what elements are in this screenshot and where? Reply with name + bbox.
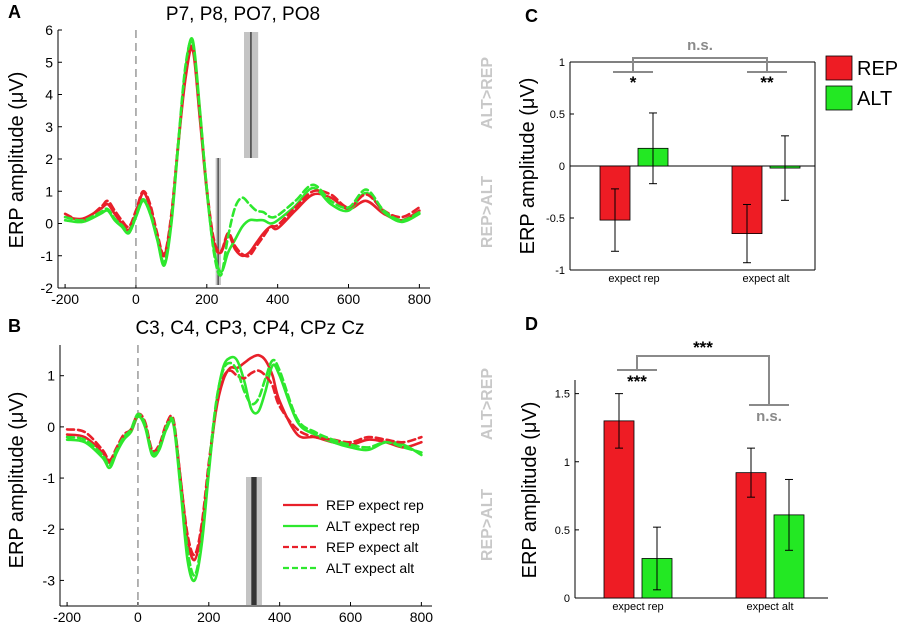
panel-b-xtick-label: 400 xyxy=(268,609,292,625)
panel-a-ytick-label: 6 xyxy=(45,22,53,38)
panel-a-window-core-rep-alt xyxy=(217,158,219,285)
panel-d-category-expect-alt: expect alt xyxy=(746,601,793,613)
panel-d-sig-between: *** xyxy=(693,338,713,357)
panel-a-chart: P7, P8, PO7, PO8 ERP amplitude (μV) -200… xyxy=(6,4,496,307)
panel-b-ytick-label: -1 xyxy=(43,470,56,486)
panel-b-ytick-label: -2 xyxy=(43,521,56,537)
legend-swatch-alt xyxy=(825,85,853,111)
panel-c-ytick-label: 0 xyxy=(559,161,565,173)
panel-b-xtick-label: 0 xyxy=(134,609,142,625)
panel-c-sig-within-rep: * xyxy=(630,73,637,92)
panel-d-bar-rep-expect-rep xyxy=(603,420,635,599)
panel-a-xtick-label: 800 xyxy=(408,291,432,307)
panel-a-xtick-label: 400 xyxy=(266,291,290,307)
legend-label-alt-expect-alt: ALT expect alt xyxy=(326,560,414,576)
panel-a-ytick-label: 0 xyxy=(45,216,53,232)
panel-b-ytick-label: 1 xyxy=(47,368,55,384)
panel-c-category-expect-rep: expect rep xyxy=(608,273,659,285)
panel-d-sig-within-rep: *** xyxy=(627,372,647,391)
panel-b-side-label-alt-gt-rep: ALT>REP xyxy=(479,368,496,440)
panel-a-window-core-alt-rep xyxy=(250,32,252,158)
panel-c-bracket-between xyxy=(632,57,768,72)
panel-a-title: P7, P8, PO7, PO8 xyxy=(166,4,320,25)
panel-c-ylabel: ERP amplitude (μV) xyxy=(517,78,539,255)
panel-d-ylabel: ERP amplitude (μV) xyxy=(519,402,541,579)
panel-label-d: D xyxy=(525,314,538,334)
panel-a-ytick-label: 4 xyxy=(45,87,53,103)
panel-d-bracket-between xyxy=(636,355,770,405)
panel-a-ytick-label: 3 xyxy=(45,119,53,135)
legend-label-alt-expect-rep: ALT expect rep xyxy=(326,518,420,534)
panel-a-ylabel: ERP amplitude (μV) xyxy=(6,72,28,249)
panel-b-series-alt-expect-alt xyxy=(65,358,423,577)
panel-b-xtick-label: 600 xyxy=(339,609,363,625)
panel-a-xtick-label: 600 xyxy=(337,291,361,307)
panel-a-ytick-label: 5 xyxy=(45,54,53,70)
panel-a-xtick-label: 0 xyxy=(132,291,140,307)
panel-d-ytick-label: 1 xyxy=(564,457,570,469)
panel-b-title: C3, C4, CP3, CP4, CPz Cz xyxy=(135,318,364,339)
panel-c-ytick-label: 1 xyxy=(559,57,565,69)
panel-label-b: B xyxy=(8,316,21,336)
panel-c-ytick-label: -1 xyxy=(555,265,565,277)
panel-c-sig-within-alt: ** xyxy=(760,73,774,92)
legend-label-rep-expect-alt: REP expect alt xyxy=(326,539,418,555)
panel-label-c: C xyxy=(525,6,538,26)
panel-b-chart: C3, C4, CP3, CP4, CPz Cz ERP amplitude (… xyxy=(6,318,496,625)
panel-a-ytick-label: 2 xyxy=(45,151,53,167)
legend-label-rep-expect-rep: REP expect rep xyxy=(326,497,424,513)
panel-d-category-expect-rep: expect rep xyxy=(612,601,663,613)
panel-b-xtick-label: 200 xyxy=(197,609,221,625)
panel-c-ytick-label: -0.5 xyxy=(546,213,565,225)
panel-a-xtick-label: 200 xyxy=(195,291,219,307)
panel-c-sig-between: n.s. xyxy=(687,37,713,54)
panel-a-series-alt-expect-rep xyxy=(63,37,421,274)
panel-a-side-label-rep-gt-alt: REP>ALT xyxy=(479,176,496,248)
panel-d-chart: ERP amplitude (μV) 0 0.5 1 1.5 expect rep e… xyxy=(519,338,828,613)
panel-a-ytick-label: -2 xyxy=(41,280,54,296)
panel-a-ytick-label: -1 xyxy=(41,248,54,264)
panel-b-ytick-label: 0 xyxy=(47,419,55,435)
panel-b-xtick-label: 800 xyxy=(410,609,434,625)
panel-b-xtick-label: -200 xyxy=(53,609,81,625)
legend-swatch-rep xyxy=(825,55,853,81)
panel-b-ylabel: ERP amplitude (μV) xyxy=(6,392,28,569)
panel-b-legend: REP expect rep ALT expect rep REP expect… xyxy=(283,497,424,576)
panel-c-chart: ERP amplitude (μV) -1 -0.5 0 0.5 1 expect re… xyxy=(517,37,898,285)
panel-b-window-core-rep-alt xyxy=(251,477,257,605)
panel-a-series-alt-expect-alt xyxy=(63,39,421,277)
panel-d-ytick-label: 1.5 xyxy=(555,389,570,401)
panel-a-xtick-label: -200 xyxy=(51,291,79,307)
panel-a-side-label-alt-gt-rep: ALT>REP xyxy=(479,57,496,129)
panel-d-ytick-label: 0 xyxy=(564,593,570,605)
panel-b-ytick-label: -3 xyxy=(43,572,56,588)
legend-label-alt: ALT xyxy=(857,88,892,110)
panel-label-a: A xyxy=(8,2,21,22)
panel-a-ytick-label: 1 xyxy=(45,183,53,199)
panel-d-sig-within-alt: n.s. xyxy=(756,408,782,425)
panel-d-ytick-label: 0.5 xyxy=(555,525,570,537)
panel-c-ytick-label: 0.5 xyxy=(550,109,565,121)
panel-c-category-expect-alt: expect alt xyxy=(742,273,789,285)
legend-label-rep: REP xyxy=(857,58,898,80)
panel-b-side-label-rep-gt-alt: REP>ALT xyxy=(479,489,496,561)
